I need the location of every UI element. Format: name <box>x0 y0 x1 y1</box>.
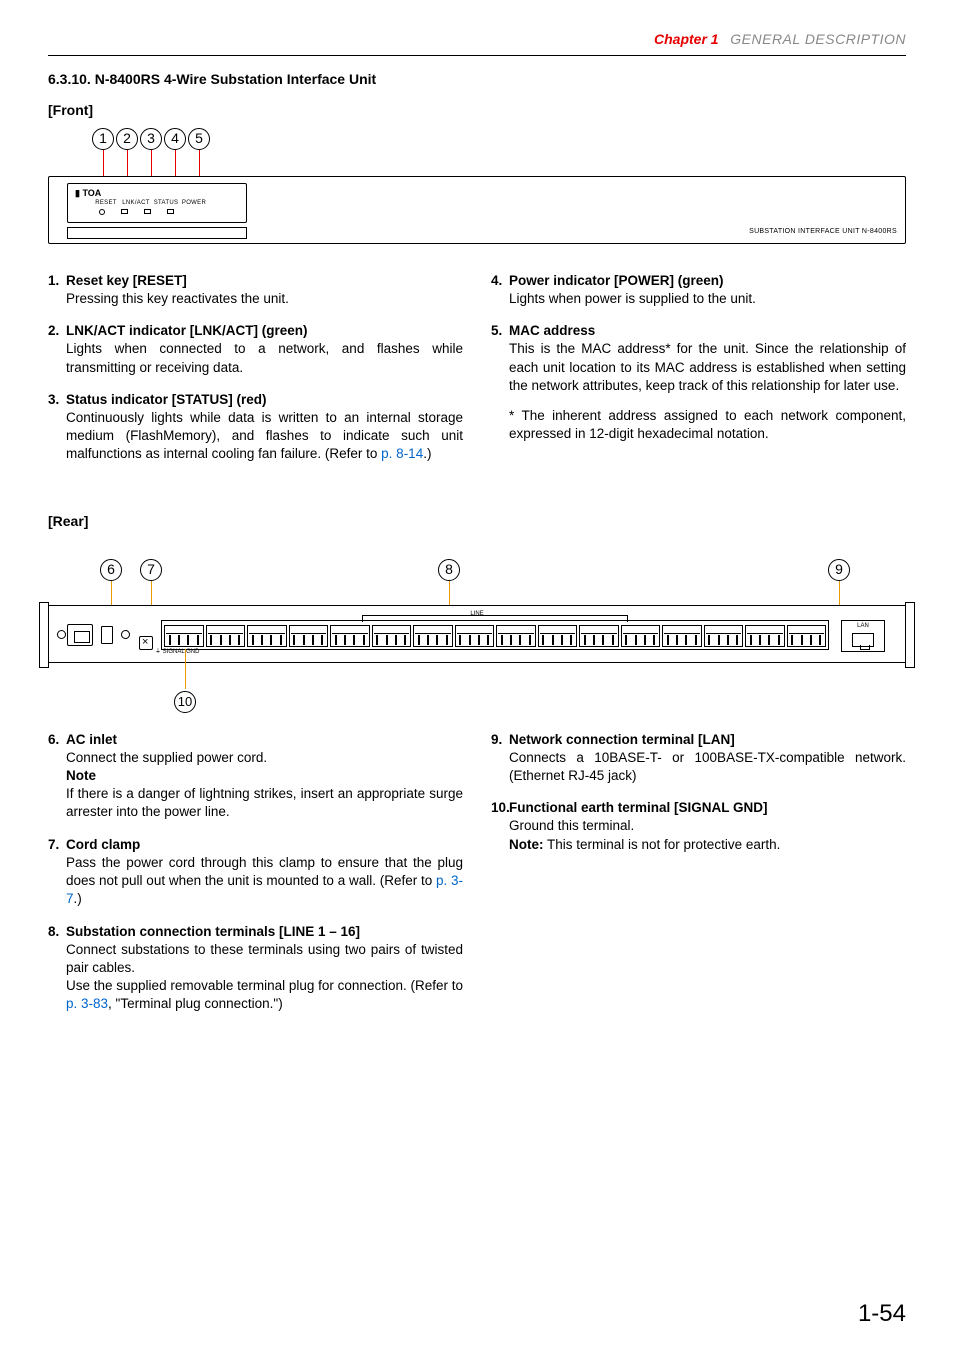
section-title: 6.3.10. N-8400RS 4-Wire Substation Inter… <box>48 70 906 89</box>
status-led-icon <box>144 209 151 214</box>
brand-logo: ▮ TOA <box>75 187 101 199</box>
indicator-row <box>99 209 174 215</box>
callout-6: 6 <box>100 559 122 581</box>
indicator-labels: RESET LNK/ACT STATUS POWER <box>93 199 207 207</box>
header-divider <box>48 55 906 56</box>
bracket-left-icon <box>39 602 49 668</box>
item-7: 7.Cord clamp Pass the power cord through… <box>48 836 463 909</box>
callout-10: 10 <box>174 691 196 713</box>
front-label: [Front] <box>48 101 906 120</box>
rj45-jack-icon <box>852 633 874 647</box>
device-front-panel: ▮ TOA RESET LNK/ACT STATUS POWER SUBSTAT… <box>48 176 906 244</box>
link-p8-14[interactable]: p. 8-14 <box>381 446 423 461</box>
callout-8: 8 <box>438 559 460 581</box>
front-col-left: 1.Reset key [RESET] Pressing this key re… <box>48 272 463 478</box>
page-number: 1-54 <box>858 1298 906 1330</box>
item-9: 9.Network connection terminal [LAN] Conn… <box>491 731 906 786</box>
screw-icon <box>57 630 66 639</box>
line-terminal-blocks <box>161 620 829 650</box>
cord-clamp-icon <box>101 626 113 644</box>
power-led-icon <box>167 209 174 214</box>
item-5: 5.MAC address This is the MAC address* f… <box>491 322 906 443</box>
rear-col-right: 9.Network connection terminal [LAN] Conn… <box>491 731 906 1028</box>
callout-1: 1 <box>92 128 114 150</box>
bracket-right-icon <box>905 602 915 668</box>
rear-col-left: 6.AC inlet Connect the supplied power co… <box>48 731 463 1028</box>
unit-label: SUBSTATION INTERFACE UNIT N-8400RS <box>749 227 897 236</box>
item-2: 2.LNK/ACT indicator [LNK/ACT] (green) Li… <box>48 322 463 377</box>
rear-diagram: 6 7 8 9 ⏚ SIGNAL GND LINE <box>48 559 906 713</box>
chapter-header: Chapter 1 GENERAL DESCRIPTION <box>48 30 906 49</box>
rear-label: [Rear] <box>48 512 906 531</box>
item-10: 10.Functional earth terminal [SIGNAL GND… <box>491 799 906 854</box>
item-3: 3.Status indicator [STATUS] (red) Contin… <box>48 391 463 464</box>
signal-gnd-icon <box>139 636 153 650</box>
mac-footnote: * The inherent address assigned to each … <box>509 407 906 443</box>
leader-10 <box>185 649 186 689</box>
item-6: 6.AC inlet Connect the supplied power co… <box>48 731 463 822</box>
front-col-right: 4.Power indicator [POWER] (green) Lights… <box>491 272 906 478</box>
callout-9: 9 <box>828 559 850 581</box>
front-descriptions: 1.Reset key [RESET] Pressing this key re… <box>48 272 906 478</box>
callout-2: 2 <box>116 128 138 150</box>
lnk-act-led-icon <box>121 209 128 214</box>
item-1: 1.Reset key [RESET] Pressing this key re… <box>48 272 463 308</box>
chapter-title: GENERAL DESCRIPTION <box>730 31 906 47</box>
callout-5: 5 <box>188 128 210 150</box>
item-4: 4.Power indicator [POWER] (green) Lights… <box>491 272 906 308</box>
callout-4: 4 <box>164 128 186 150</box>
callout-3: 3 <box>140 128 162 150</box>
link-p3-83[interactable]: p. 3-83 <box>66 996 108 1011</box>
rear-descriptions: 6.AC inlet Connect the supplied power co… <box>48 731 906 1028</box>
mac-address-slot <box>67 227 247 239</box>
item-8: 8.Substation connection terminals [LINE … <box>48 923 463 1014</box>
ac-inlet-icon <box>67 624 93 646</box>
lan-terminal-icon <box>841 620 885 652</box>
device-rear-panel: ⏚ SIGNAL GND LINE <box>48 605 906 663</box>
screw-icon <box>121 630 130 639</box>
reset-key-icon <box>99 209 105 215</box>
callout-7: 7 <box>140 559 162 581</box>
front-diagram: 1 2 3 4 5 ▮ TOA RESET LNK/ACT STATUS POW… <box>48 128 906 244</box>
chapter-number: Chapter 1 <box>654 31 719 47</box>
